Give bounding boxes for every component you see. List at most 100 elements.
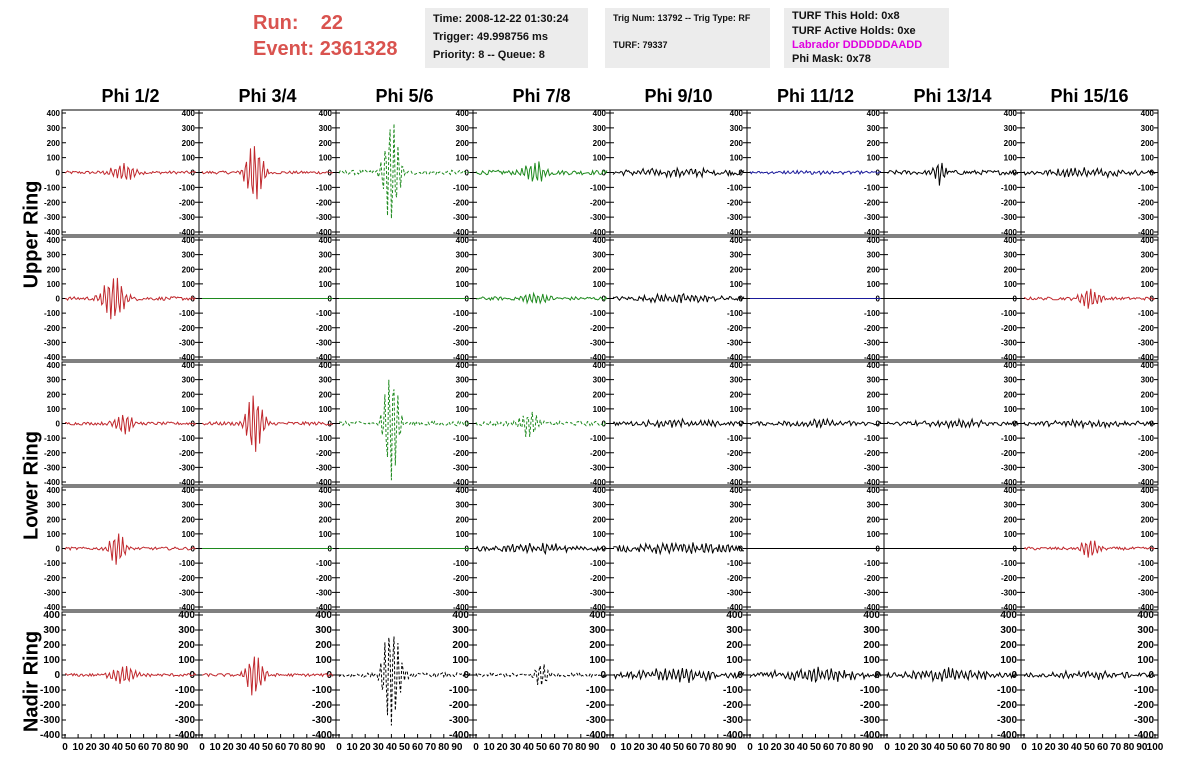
time-info-box: Time: 2008-12-22 01:30:24 Trigger: 49.99… bbox=[425, 8, 588, 68]
y-tick-label: 200 bbox=[593, 265, 607, 274]
y-tick-label: -100 bbox=[727, 434, 744, 443]
y-tick-label: 300 bbox=[1141, 251, 1155, 260]
y-tick-label: -300 bbox=[179, 588, 196, 597]
y-tick-label: -200 bbox=[312, 700, 332, 711]
x-tick-label: 100 bbox=[1147, 742, 1164, 753]
x-tick-label: 30 bbox=[784, 742, 796, 753]
y-tick-label: -200 bbox=[316, 324, 333, 333]
y-tick-label: 200 bbox=[43, 640, 60, 651]
y-tick-label: 200 bbox=[47, 265, 61, 274]
y-tick-label: 400 bbox=[730, 486, 744, 495]
y-tick-label: 400 bbox=[182, 236, 196, 245]
y-tick-label: -300 bbox=[179, 463, 196, 472]
y-tick-label: -200 bbox=[997, 700, 1017, 711]
x-tick-label: 60 bbox=[549, 742, 561, 753]
y-tick-label: -100 bbox=[860, 685, 880, 696]
y-tick-label: 300 bbox=[593, 376, 607, 385]
y-tick-label: 300 bbox=[43, 625, 60, 636]
y-tick-label: -100 bbox=[864, 434, 881, 443]
y-tick-label: -400 bbox=[864, 228, 881, 237]
y-tick-label: 400 bbox=[315, 610, 332, 621]
x-tick-label: 60 bbox=[823, 742, 835, 753]
y-tick-label: 100 bbox=[47, 530, 61, 539]
labrador-text: Labrador DDDDDDAADD bbox=[792, 39, 923, 51]
y-tick-label: 300 bbox=[589, 625, 606, 636]
waveform-series bbox=[64, 277, 197, 320]
y-tick-label: 300 bbox=[456, 376, 470, 385]
y-tick-label: -200 bbox=[727, 574, 744, 583]
y-tick-label: -300 bbox=[590, 463, 607, 472]
y-tick-label: -400 bbox=[590, 353, 607, 362]
waveform-series bbox=[64, 414, 197, 435]
y-tick-label: 100 bbox=[1000, 655, 1017, 666]
y-tick-label: -400 bbox=[727, 603, 744, 612]
y-tick-label: 300 bbox=[319, 124, 333, 133]
y-tick-label: 100 bbox=[178, 655, 195, 666]
x-tick-label: 20 bbox=[360, 742, 372, 753]
y-tick-label: -200 bbox=[1001, 324, 1018, 333]
y-tick-label: 300 bbox=[182, 251, 196, 260]
y-tick-label: 400 bbox=[182, 109, 196, 118]
y-tick-label: -400 bbox=[316, 353, 333, 362]
y-tick-label: -100 bbox=[864, 309, 881, 318]
x-tick-label: 80 bbox=[1123, 742, 1135, 753]
this-hold-text: TURF This Hold: 0x8 bbox=[792, 10, 900, 22]
waveform-series bbox=[612, 417, 745, 429]
event-label: Event: bbox=[253, 38, 315, 60]
x-tick-label: 30 bbox=[373, 742, 385, 753]
y-tick-label: 200 bbox=[1004, 390, 1018, 399]
y-tick-label: 100 bbox=[456, 280, 470, 289]
y-tick-label: 300 bbox=[47, 501, 61, 510]
y-tick-label: 300 bbox=[730, 501, 744, 510]
y-tick-label: -100 bbox=[449, 685, 469, 696]
x-tick-label: 10 bbox=[621, 742, 633, 753]
waveform-series bbox=[612, 668, 745, 683]
y-tick-label: 200 bbox=[593, 515, 607, 524]
y-tick-label: -300 bbox=[453, 213, 470, 222]
y-tick-label: 300 bbox=[726, 625, 743, 636]
y-tick-label: -300 bbox=[316, 463, 333, 472]
y-tick-label: -400 bbox=[179, 228, 196, 237]
x-tick-label: 10 bbox=[484, 742, 496, 753]
y-tick-label: 200 bbox=[182, 139, 196, 148]
y-tick-label: 400 bbox=[319, 361, 333, 370]
y-tick-label: -200 bbox=[1134, 700, 1154, 711]
y-tick-label: 200 bbox=[730, 265, 744, 274]
x-tick-label: 50 bbox=[125, 742, 137, 753]
y-tick-label: -200 bbox=[864, 449, 881, 458]
y-tick-label: 400 bbox=[863, 610, 880, 621]
y-tick-label: 400 bbox=[319, 109, 333, 118]
y-tick-label: -300 bbox=[1001, 588, 1018, 597]
x-tick-label: 70 bbox=[836, 742, 848, 753]
y-tick-label: -400 bbox=[864, 478, 881, 487]
y-tick-label: 100 bbox=[47, 280, 61, 289]
y-tick-label: -300 bbox=[175, 715, 195, 726]
x-tick-label: 60 bbox=[960, 742, 972, 753]
y-tick-label: 400 bbox=[47, 109, 61, 118]
y-tick-label: -300 bbox=[586, 715, 606, 726]
y-tick-label: -400 bbox=[44, 478, 61, 487]
y-tick-label: 300 bbox=[182, 376, 196, 385]
y-tick-label: 400 bbox=[178, 610, 195, 621]
y-tick-label: 100 bbox=[1004, 280, 1018, 289]
y-tick-label: 400 bbox=[726, 610, 743, 621]
y-tick-label: -400 bbox=[40, 730, 60, 741]
y-tick-label: -300 bbox=[316, 213, 333, 222]
y-tick-label: -400 bbox=[1001, 228, 1018, 237]
x-tick-label: 70 bbox=[973, 742, 985, 753]
x-tick-label: 10 bbox=[895, 742, 907, 753]
x-tick-label: 0 bbox=[1021, 742, 1027, 753]
waveform-series bbox=[201, 656, 334, 696]
x-tick-label: 10 bbox=[73, 742, 85, 753]
y-tick-label: 200 bbox=[182, 265, 196, 274]
column-title: Phi 1/2 bbox=[101, 86, 160, 106]
y-tick-label: -200 bbox=[40, 700, 60, 711]
y-tick-label: 0 bbox=[56, 295, 61, 304]
y-tick-label: 200 bbox=[1004, 265, 1018, 274]
x-tick-label: 80 bbox=[712, 742, 724, 753]
y-tick-label: 200 bbox=[1141, 139, 1155, 148]
x-tick-label: 30 bbox=[1058, 742, 1070, 753]
y-tick-label: 400 bbox=[43, 610, 60, 621]
y-tick-label: 400 bbox=[593, 236, 607, 245]
y-tick-label: 200 bbox=[182, 515, 196, 524]
